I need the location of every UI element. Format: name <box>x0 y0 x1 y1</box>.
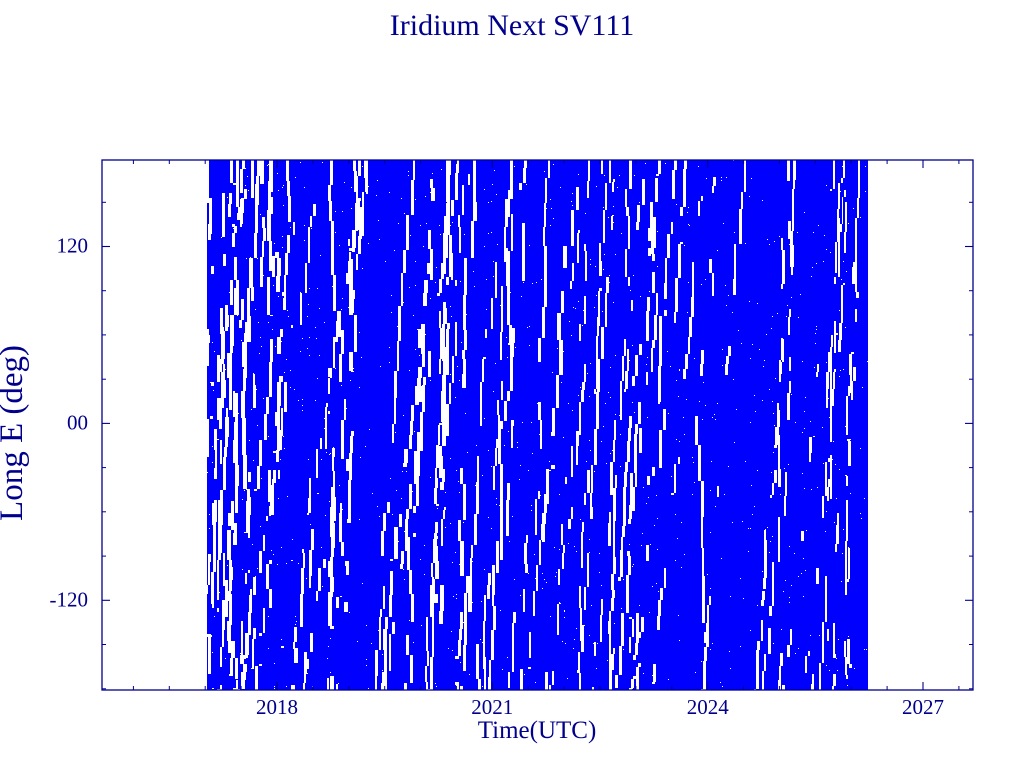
svg-text:2024: 2024 <box>687 695 730 719</box>
svg-text:Time(UTC): Time(UTC) <box>478 717 597 744</box>
svg-text:120: 120 <box>57 234 89 258</box>
svg-text:Long E (deg): Long E (deg) <box>0 345 30 521</box>
svg-text:2021: 2021 <box>471 695 513 719</box>
svg-text:Iridium Next SV111: Iridium Next SV111 <box>390 9 634 42</box>
svg-text:2027: 2027 <box>902 695 944 719</box>
svg-text:2018: 2018 <box>256 695 298 719</box>
svg-text:00: 00 <box>67 410 88 434</box>
svg-text:-120: -120 <box>50 587 89 611</box>
